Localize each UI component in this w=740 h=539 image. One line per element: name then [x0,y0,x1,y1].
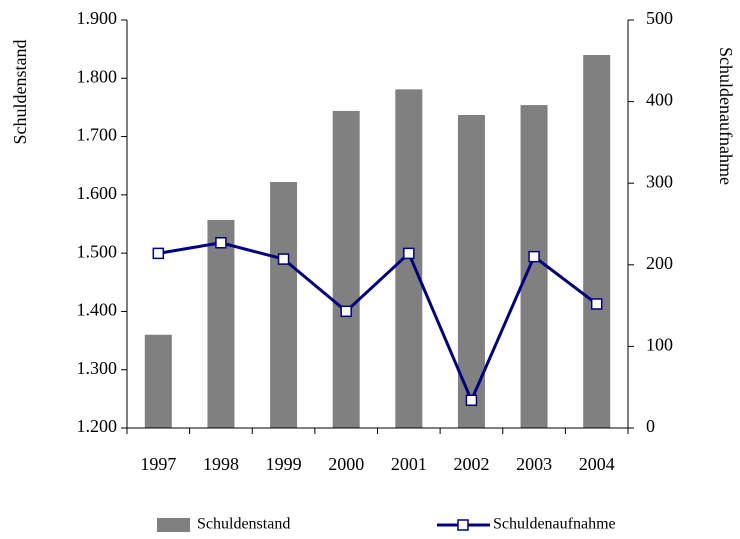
line [158,241,598,405]
y2-tick-label: 200 [646,253,673,273]
line-marker [277,253,290,265]
bar [144,334,172,428]
y-axis-title: Schuldenstand [10,40,30,145]
x-tick-label: 1998 [203,454,239,474]
bar [207,219,235,428]
y2-tick-label: 400 [646,90,673,110]
line-marker [340,305,352,318]
line-marker [465,394,478,407]
y2-tick-label: 0 [646,416,655,436]
y2-tick-label: 100 [646,335,673,355]
y-tick-label: 1.300 [77,358,118,378]
y-tick-label: 1.900 [77,8,118,28]
y-tick-label: 1.800 [77,66,118,86]
y-tick-label: 1.700 [77,125,118,145]
bar [520,105,548,429]
x-tick-label: 2003 [516,454,552,474]
y-tick-label: 1.200 [77,416,118,436]
y2-axis-title: Schuldenaufnahme [716,47,736,185]
line-marker [403,247,415,260]
y2-tick-label: 500 [646,8,673,28]
x-tick-label: 2000 [328,454,364,474]
y-tick-label: 1.600 [77,183,118,203]
y-tick-label: 1.400 [77,300,118,320]
line-marker [215,237,227,249]
bar [270,182,298,428]
line-marker [152,247,165,260]
x-tick-label: 2002 [453,454,489,474]
x-tick-label: 1999 [266,454,302,474]
line-marker [528,250,540,263]
line-marker [590,298,603,310]
x-tick-label: 2004 [579,454,615,474]
y-tick-label: 1.500 [77,241,118,261]
legend-label: Schuldenstand [197,516,290,533]
bar [332,110,360,428]
x-tick-label: 1997 [140,454,176,474]
y2-tick-label: 300 [646,171,673,191]
legend-label: Schuldenaufnahme [493,516,616,533]
x-tick-label: 2001 [391,454,427,474]
bar [583,54,611,428]
legend-marker [457,519,469,531]
legend-swatch [157,518,190,532]
